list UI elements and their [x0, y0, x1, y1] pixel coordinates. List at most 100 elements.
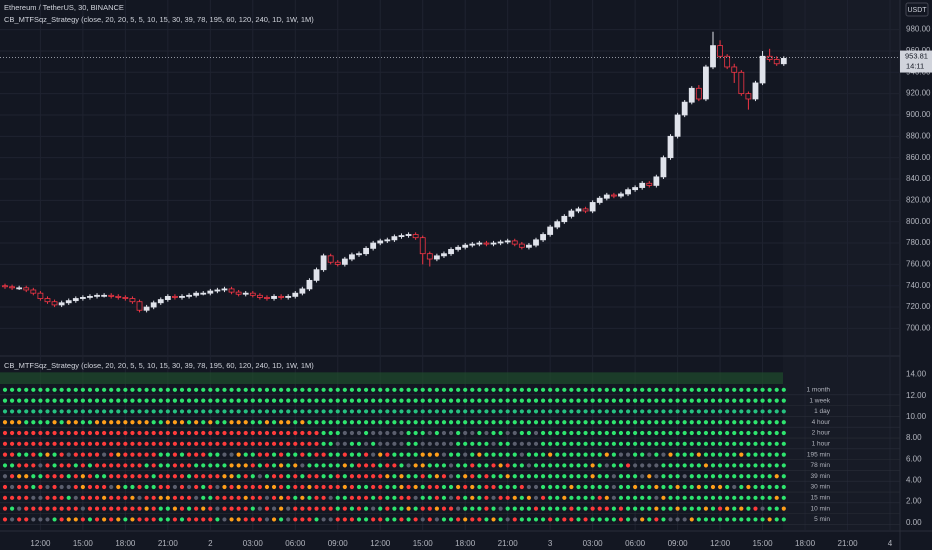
squeeze-dot	[378, 495, 383, 500]
squeeze-dot	[739, 474, 744, 479]
squeeze-dot	[243, 506, 248, 511]
squeeze-dot	[264, 474, 270, 479]
squeeze-dot	[102, 495, 107, 500]
squeeze-dot	[710, 474, 716, 479]
squeeze-dot	[215, 420, 220, 425]
squeeze-dot	[696, 398, 701, 403]
squeeze-dot	[781, 409, 786, 414]
squeeze-dot	[420, 517, 425, 522]
squeeze-dot	[668, 441, 673, 446]
squeeze-dot	[215, 409, 220, 414]
squeeze-dot	[9, 398, 15, 403]
y-tick-label: 720.00	[906, 302, 931, 311]
y-tick-label: 920.00	[906, 89, 931, 98]
squeeze-dot	[321, 441, 326, 446]
squeeze-dot	[548, 441, 553, 446]
squeeze-dot	[279, 420, 284, 425]
squeeze-dot	[66, 452, 71, 457]
squeeze-dot	[654, 409, 659, 414]
squeeze-dot	[604, 474, 609, 479]
squeeze-dot	[533, 420, 539, 425]
squeeze-dot	[392, 484, 397, 490]
squeeze-dot	[781, 495, 786, 500]
squeeze-dot	[243, 463, 248, 468]
squeeze-dot	[17, 409, 22, 414]
squeeze-dot	[307, 517, 312, 522]
squeeze-dot	[2, 463, 8, 468]
squeeze-dot	[151, 409, 156, 414]
currency-label[interactable]: USDT	[907, 7, 927, 14]
squeeze-dot	[725, 387, 730, 392]
squeeze-dot	[625, 452, 631, 457]
squeeze-dot	[80, 398, 85, 403]
squeeze-dot	[484, 474, 489, 479]
squeeze-dot	[264, 506, 270, 511]
squeeze-dot	[633, 495, 638, 500]
timeframe-label: 2 hour	[812, 430, 831, 437]
currency-button[interactable]	[905, 2, 929, 17]
squeeze-dot	[767, 452, 772, 457]
squeeze-dot	[321, 420, 326, 425]
squeeze-dot	[597, 387, 602, 392]
squeeze-dot	[661, 474, 666, 479]
squeeze-dot	[689, 517, 694, 522]
squeeze-dot	[293, 398, 298, 403]
squeeze-dot	[654, 398, 659, 403]
squeeze-dot	[739, 430, 744, 436]
squeeze-dot	[151, 484, 156, 490]
squeeze-dot	[59, 484, 64, 490]
squeeze-dot	[633, 484, 638, 490]
squeeze-dot	[286, 409, 291, 414]
squeeze-dot	[548, 398, 553, 403]
squeeze-dot	[271, 430, 277, 436]
squeeze-dot	[739, 517, 744, 522]
squeeze-dot	[569, 420, 574, 425]
squeeze-dot	[2, 452, 8, 457]
squeeze-dot	[647, 474, 652, 479]
squeeze-dot	[505, 474, 510, 479]
squeeze-dot	[456, 484, 461, 490]
squeeze-dot	[604, 441, 609, 446]
squeeze-dot	[668, 517, 673, 522]
squeeze-dot	[569, 452, 574, 457]
squeeze-dot	[38, 463, 43, 468]
squeeze-dot	[498, 409, 503, 414]
squeeze-dot	[753, 409, 758, 414]
candle-body	[292, 292, 299, 297]
squeeze-dot	[604, 452, 609, 457]
squeeze-dot	[335, 463, 340, 468]
squeeze-dot	[491, 517, 496, 522]
squeeze-dot	[583, 430, 588, 436]
squeeze-dot	[562, 420, 567, 425]
squeeze-dot	[767, 463, 772, 468]
squeeze-dot	[434, 474, 439, 479]
squeeze-dot	[215, 506, 220, 511]
squeeze-dot	[158, 517, 163, 522]
squeeze-dot	[512, 409, 517, 414]
squeeze-dot	[569, 517, 574, 522]
squeeze-dot	[24, 430, 29, 436]
squeeze-dot	[533, 506, 539, 511]
squeeze-dot	[257, 495, 262, 500]
squeeze-dot	[321, 452, 326, 457]
squeeze-dot	[371, 474, 376, 479]
squeeze-dot	[484, 517, 489, 522]
squeeze-dot	[441, 463, 447, 468]
squeeze-dot	[562, 517, 567, 522]
squeeze-dot	[66, 517, 71, 522]
squeeze-dot	[413, 452, 418, 457]
squeeze-dot	[378, 430, 383, 436]
squeeze-dot	[293, 517, 298, 522]
squeeze-dot	[9, 387, 15, 392]
squeeze-dot	[179, 409, 185, 414]
squeeze-dot	[739, 484, 744, 490]
squeeze-dot	[583, 517, 588, 522]
squeeze-dot	[625, 463, 631, 468]
x-tick-label: 4	[888, 539, 893, 548]
squeeze-dot	[456, 409, 461, 414]
squeeze-dot	[392, 398, 397, 403]
squeeze-dot	[172, 463, 178, 468]
squeeze-dot	[406, 409, 411, 414]
candle-body	[688, 87, 695, 103]
squeeze-dot	[38, 452, 43, 457]
